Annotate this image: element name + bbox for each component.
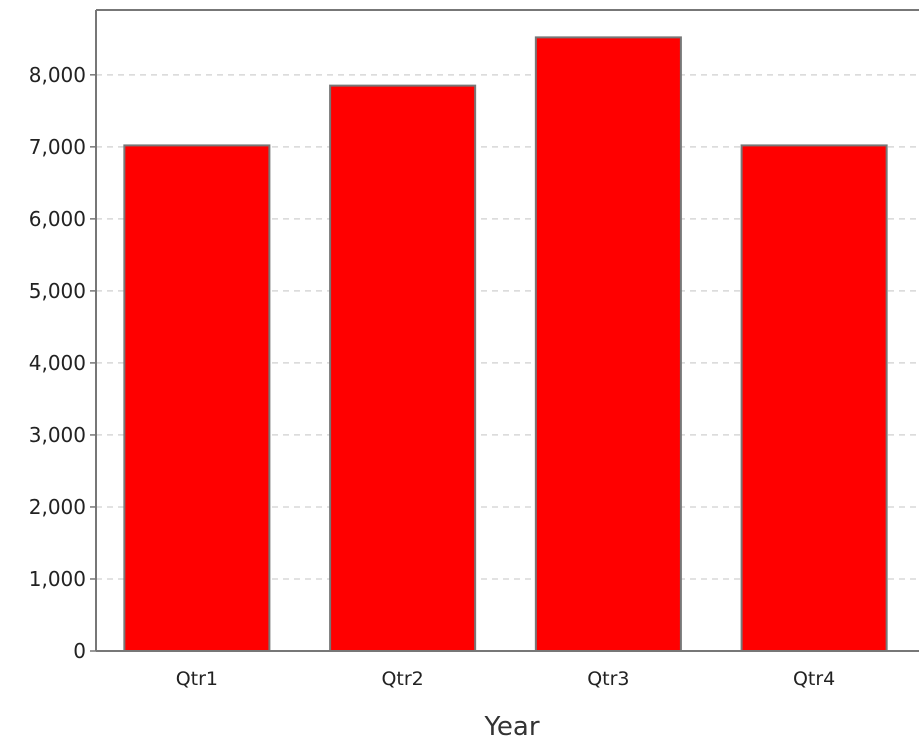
y-tick-label: 1,000 [29,567,86,591]
x-tick-label: Qtr4 [793,668,835,690]
y-tick-label: 8,000 [29,63,86,87]
x-axis-labels: Qtr1 Qtr2 Qtr3 Qtr4 [176,668,836,690]
y-tick-label: 5,000 [29,279,86,303]
bar-qtr2 [329,84,477,652]
x-tick-label: Qtr1 [176,668,218,690]
x-tick-label: Qtr3 [587,668,629,690]
y-tick-label: 6,000 [29,207,86,231]
bar-qtr1 [123,144,271,652]
bar-qtr4 [740,144,888,652]
y-tick-label: 7,000 [29,135,86,159]
bar-qtr3 [534,36,682,653]
bars [123,36,888,653]
y-tick-label: 0 [73,639,86,663]
y-tick-label: 4,000 [29,351,86,375]
y-tick-label: 2,000 [29,495,86,519]
y-tick-label: 3,000 [29,423,86,447]
x-axis-title: Year [483,712,539,742]
y-axis-ticks: 0 1,000 2,000 3,000 4,000 5,000 6,000 7,000 8,00… [29,63,96,663]
x-tick-label: Qtr2 [381,668,423,690]
